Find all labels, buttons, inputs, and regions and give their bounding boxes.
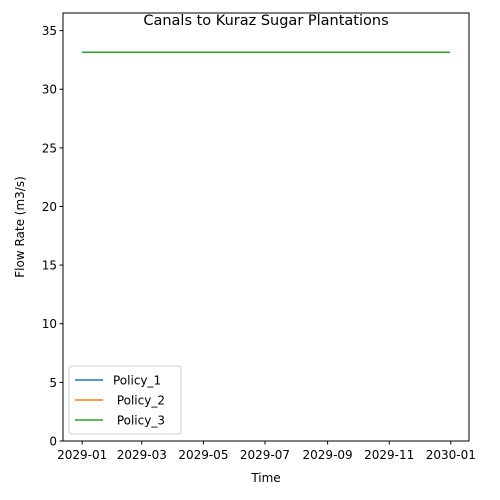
legend-label-1: Policy_1 (113, 374, 161, 388)
plot-frame (62, 12, 470, 442)
y-tick-label: 10 (42, 317, 57, 331)
y-axis: 0 5 10 15 20 25 30 35 (42, 24, 63, 449)
y-tick-label: 25 (42, 141, 57, 155)
legend-label-2: Policy_2 (113, 394, 165, 408)
x-tick-label: 2029-07 (240, 448, 290, 462)
y-tick-label: 5 (49, 376, 57, 390)
x-axis-label: Time (250, 471, 280, 485)
x-tick-label: 2029-11 (364, 448, 414, 462)
y-axis-label: Flow Rate (m3/s) (13, 176, 27, 278)
legend-label-3: Policy_3 (113, 414, 165, 428)
legend: Policy_1 Policy_2 Policy_3 (68, 365, 182, 435)
y-tick-label: 15 (42, 259, 57, 273)
x-tick-label: 2029-03 (117, 448, 167, 462)
y-tick-label: 35 (42, 24, 57, 38)
chart-title: Canals to Kuraz Sugar Plantations (143, 13, 388, 29)
x-tick-label: 2029-05 (178, 448, 228, 462)
x-tick-label: 2029-09 (303, 448, 353, 462)
x-tick-label: 2029-01 (57, 448, 107, 462)
legend-box (68, 365, 182, 435)
x-tick-label: 2030-01 (426, 448, 476, 462)
y-tick-label: 0 (49, 435, 57, 449)
y-tick-label: 20 (42, 200, 57, 214)
y-tick-label: 30 (42, 83, 57, 97)
x-axis: 2029-01 2029-03 2029-05 2029-07 2029-09 2029-… (57, 441, 476, 462)
